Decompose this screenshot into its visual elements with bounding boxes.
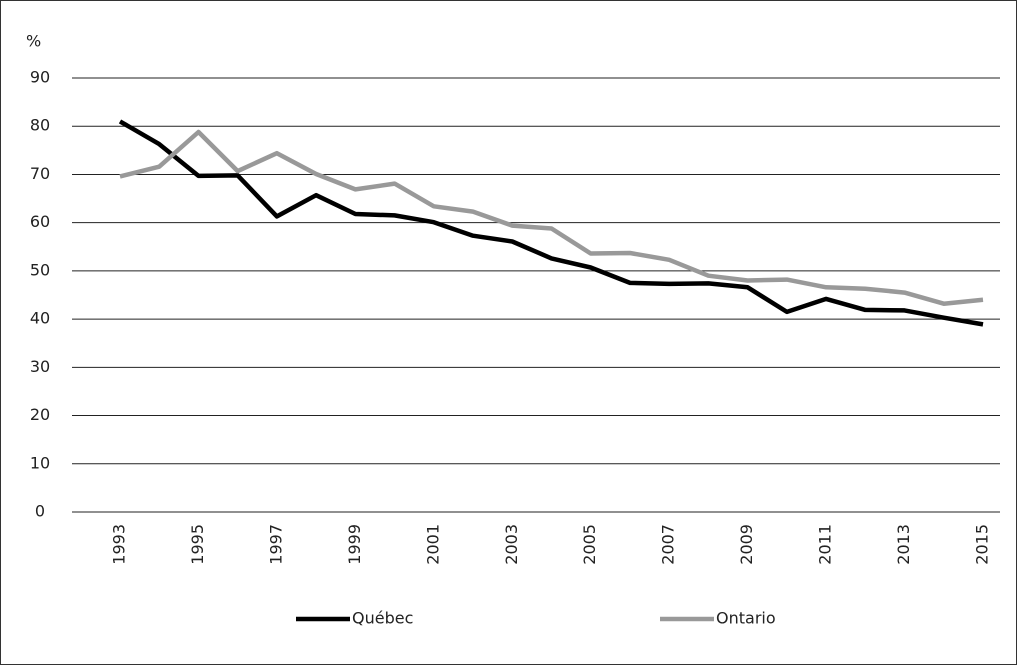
y-tick-label: 10 xyxy=(30,453,50,472)
x-tick-label: 2005 xyxy=(580,524,599,565)
y-tick-label: 90 xyxy=(30,68,50,87)
y-tick-label: 0 xyxy=(35,502,45,521)
x-tick-label: 1997 xyxy=(266,524,285,565)
y-tick-label: 40 xyxy=(30,309,50,328)
y-tick-label: 50 xyxy=(30,260,50,279)
legend-label: Québec xyxy=(352,609,413,628)
x-tick-label: 2003 xyxy=(502,524,521,565)
y-tick-label: 20 xyxy=(30,405,50,424)
x-tick-label: 2009 xyxy=(737,524,756,565)
x-tick-label: 1999 xyxy=(345,524,364,565)
series-line xyxy=(119,129,984,306)
x-tick-label: 2007 xyxy=(659,524,678,565)
x-tick-label: 2015 xyxy=(973,524,992,565)
y-tick-label: 30 xyxy=(30,357,50,376)
legend-label: Ontario xyxy=(716,609,776,628)
x-tick-label: 2001 xyxy=(423,524,442,565)
y-axis-label: % xyxy=(26,32,41,51)
y-tick-label: 70 xyxy=(30,164,50,183)
series-line xyxy=(118,119,984,327)
y-tick-label: 60 xyxy=(30,212,50,231)
y-tick-label: 80 xyxy=(30,116,50,135)
x-tick-label: 2011 xyxy=(816,524,835,565)
x-tick-label: 1993 xyxy=(110,524,129,565)
x-tick-label: 2013 xyxy=(894,524,913,565)
x-tick-label: 1995 xyxy=(188,524,207,565)
